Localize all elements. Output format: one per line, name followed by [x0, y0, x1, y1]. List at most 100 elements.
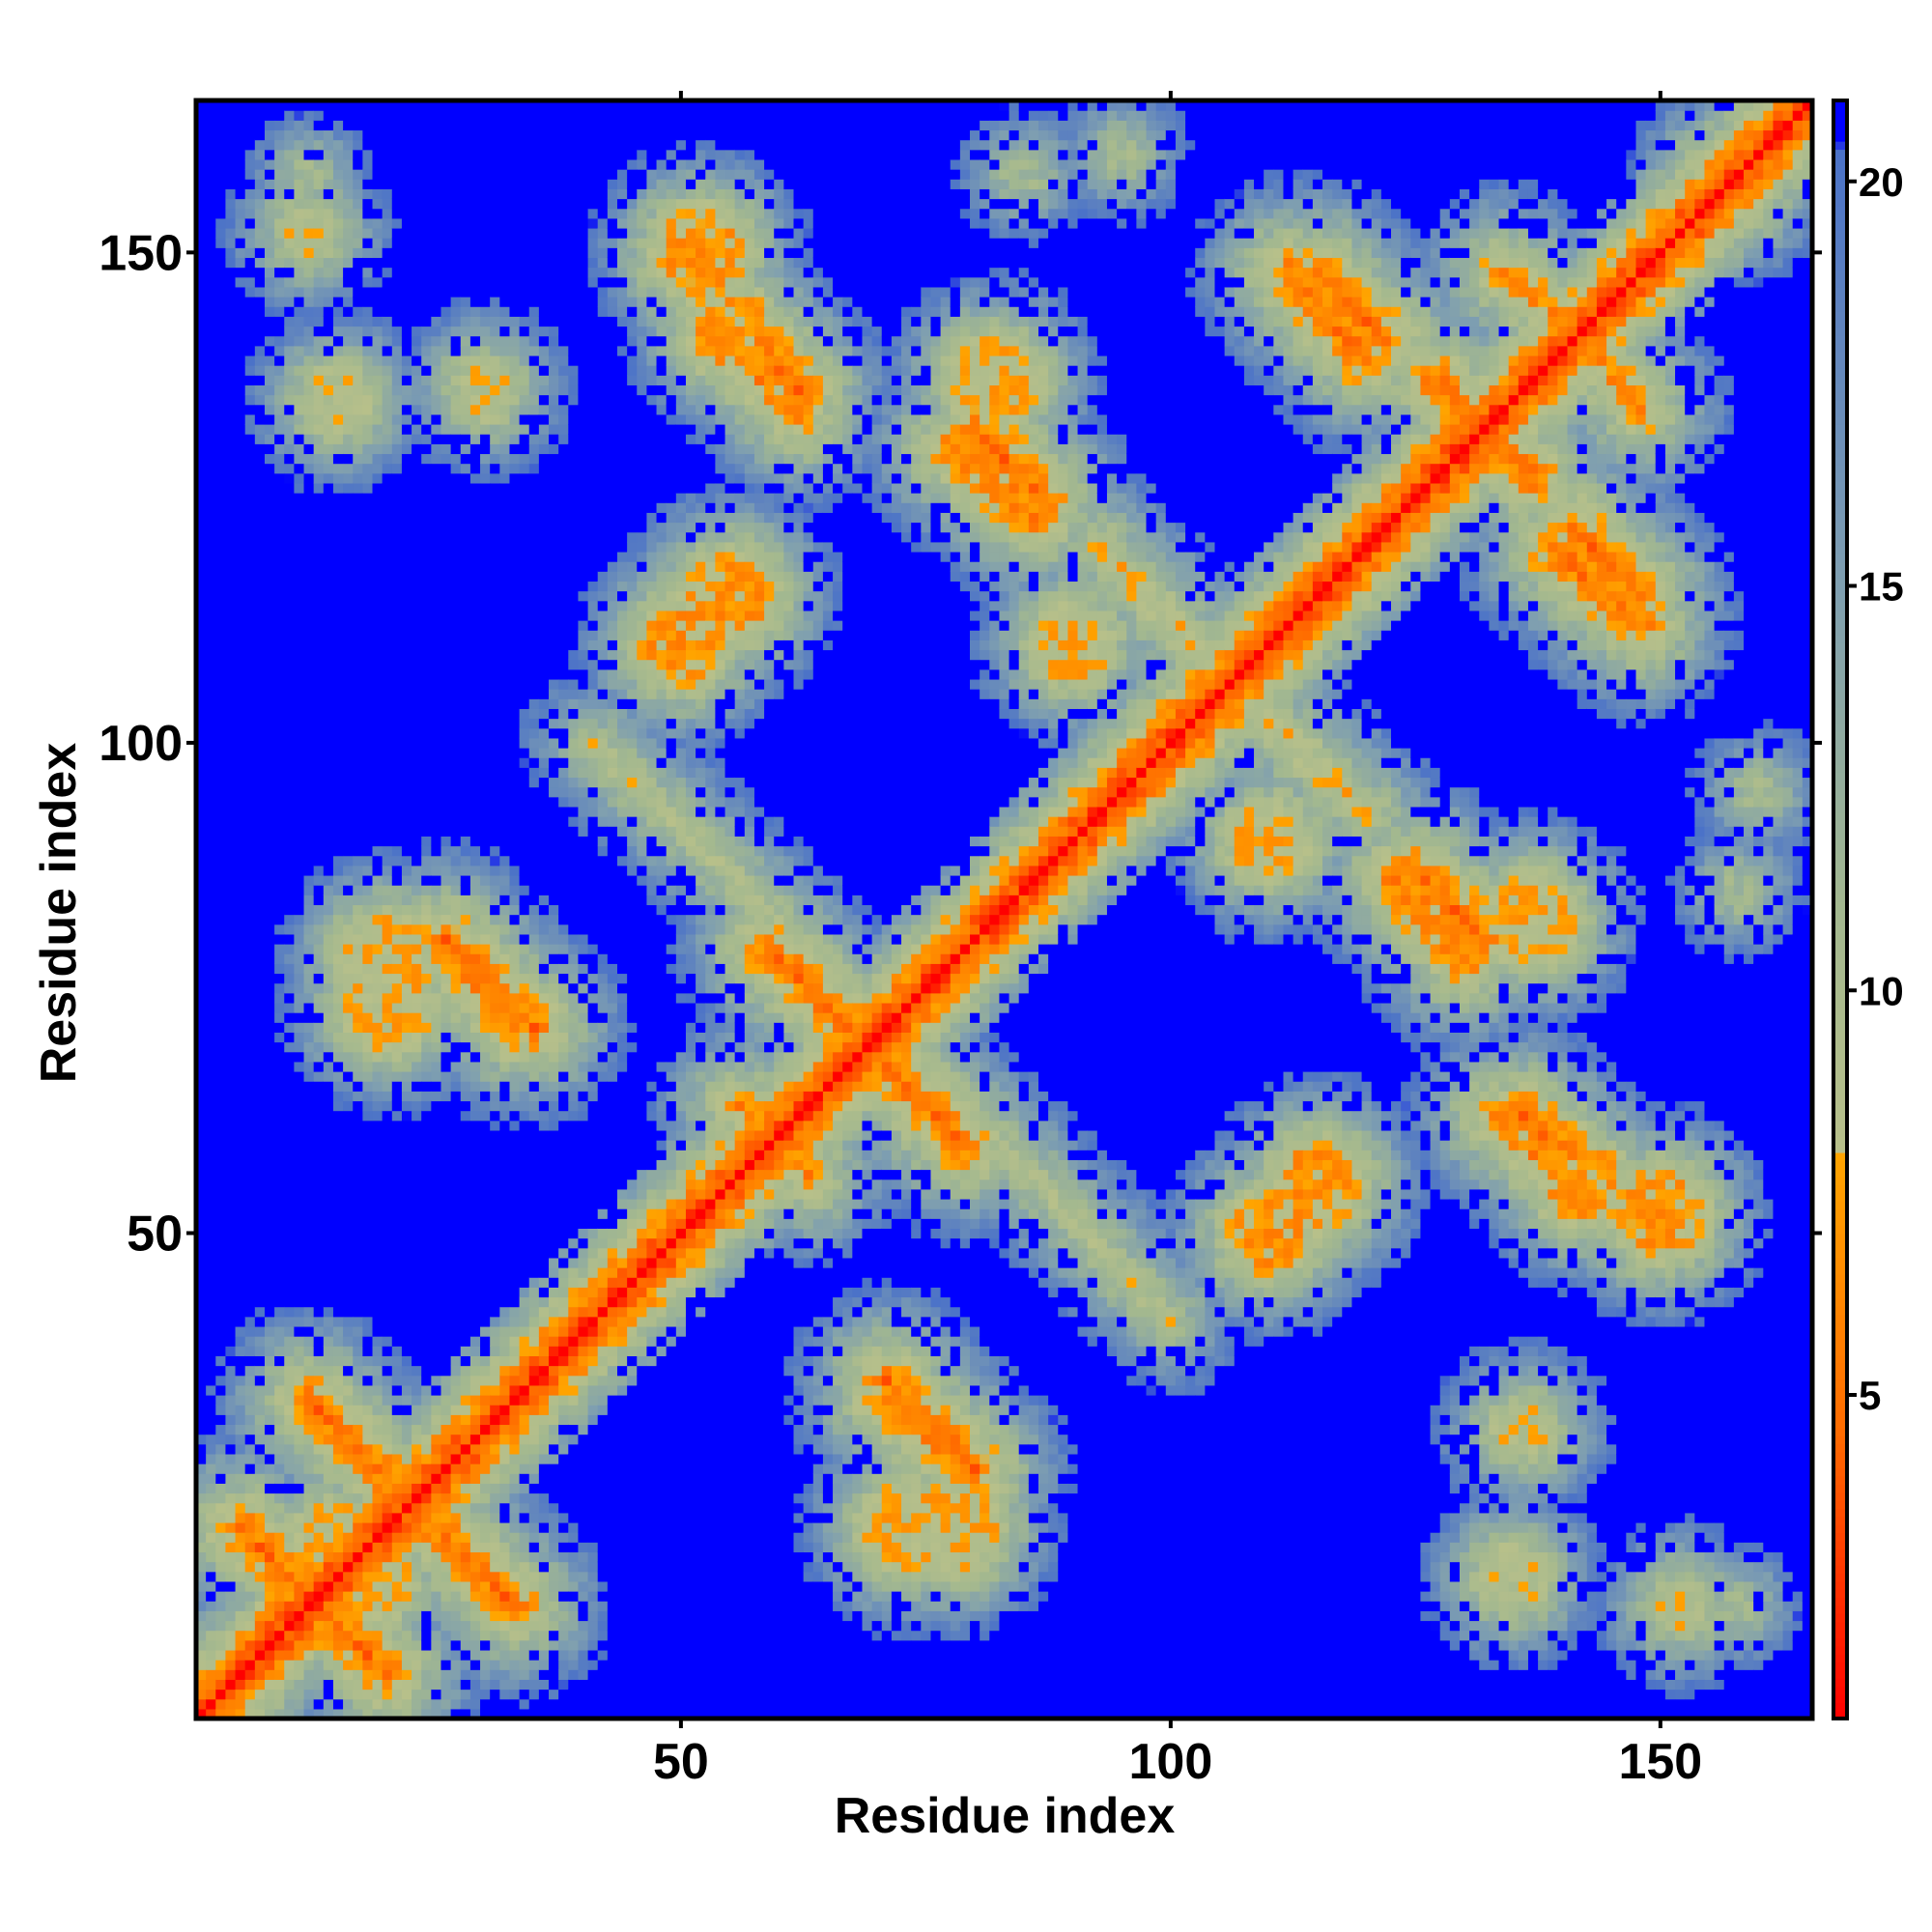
- heatmap-cell: [412, 571, 422, 582]
- heatmap-cell: [353, 1493, 363, 1504]
- heatmap-cell: [421, 1513, 432, 1523]
- heatmap-cell: [206, 1551, 216, 1562]
- heatmap-cell: [353, 1669, 363, 1680]
- heatmap-cell: [333, 473, 344, 484]
- heatmap-cell: [461, 346, 471, 356]
- heatmap-cell: [470, 129, 481, 140]
- heatmap-cell: [206, 1032, 216, 1042]
- heatmap-cell: [333, 1572, 344, 1582]
- heatmap-cell: [343, 748, 354, 758]
- heatmap-cell: [480, 453, 491, 464]
- heatmap-cell: [333, 218, 344, 229]
- heatmap-cell: [412, 611, 422, 621]
- heatmap-cell: [402, 414, 412, 425]
- heatmap-cell: [402, 1395, 412, 1406]
- heatmap-cell: [215, 630, 226, 640]
- heatmap-cell: [383, 1111, 393, 1122]
- heatmap-cell: [461, 434, 471, 444]
- heatmap-cell: [480, 1503, 491, 1514]
- heatmap-cell: [324, 1551, 334, 1562]
- heatmap-cell: [314, 523, 325, 533]
- heatmap-cell: [431, 1111, 441, 1122]
- heatmap-cell: [314, 443, 325, 454]
- heatmap-cell: [480, 1150, 491, 1160]
- heatmap-cell: [284, 1296, 295, 1307]
- heatmap-cell: [236, 924, 246, 935]
- heatmap-cell: [314, 708, 325, 719]
- heatmap-cell: [324, 1395, 334, 1406]
- heatmap-cell: [490, 1631, 500, 1641]
- heatmap-cell: [255, 1081, 266, 1092]
- heatmap-cell: [284, 277, 295, 288]
- heatmap-cell: [343, 326, 354, 336]
- heatmap-cell: [402, 591, 412, 602]
- heatmap-cell: [304, 669, 315, 680]
- heatmap-cell: [314, 698, 325, 709]
- heatmap-cell: [373, 1669, 384, 1680]
- heatmap-cell: [255, 1208, 266, 1219]
- heatmap-cell: [314, 464, 325, 474]
- heatmap-cell: [225, 336, 236, 347]
- heatmap-cell: [304, 1179, 315, 1190]
- heatmap-cell: [421, 1551, 432, 1562]
- heatmap-cell: [480, 767, 491, 778]
- heatmap-cell: [412, 836, 422, 846]
- heatmap-cell: [451, 1307, 462, 1318]
- heatmap-cell: [470, 561, 481, 572]
- heatmap-cell: [343, 1042, 354, 1053]
- heatmap-cell: [265, 493, 275, 503]
- heatmap-cell: [294, 159, 304, 170]
- heatmap-cell: [383, 424, 393, 435]
- heatmap-cell: [304, 1218, 315, 1229]
- heatmap-cell: [421, 1690, 432, 1700]
- heatmap-cell: [451, 934, 462, 945]
- heatmap-cell: [353, 1610, 363, 1621]
- heatmap-cell: [236, 944, 246, 954]
- heatmap-cell: [480, 129, 491, 140]
- heatmap-cell: [431, 1258, 441, 1268]
- heatmap-cell: [206, 1170, 216, 1180]
- heatmap-cell: [470, 1483, 481, 1493]
- heatmap-cell: [294, 1414, 304, 1425]
- heatmap-cell: [314, 365, 325, 376]
- heatmap-cell: [274, 630, 285, 640]
- heatmap-cell: [412, 473, 422, 484]
- heatmap-cell: [440, 679, 451, 690]
- heatmap-cell: [412, 1228, 422, 1238]
- heatmap-cell: [440, 1483, 451, 1493]
- heatmap-cell: [284, 1532, 295, 1543]
- heatmap-cell: [343, 738, 354, 749]
- heatmap-cell: [274, 532, 285, 543]
- heatmap-cell: [461, 875, 471, 886]
- heatmap-cell: [421, 1483, 432, 1493]
- heatmap-cell: [431, 787, 441, 798]
- heatmap-cell: [333, 1493, 344, 1504]
- heatmap-cell: [383, 649, 393, 660]
- heatmap-cell: [314, 375, 325, 385]
- heatmap-cell: [265, 581, 275, 591]
- heatmap-cell: [480, 1513, 491, 1523]
- heatmap-cell: [362, 1150, 373, 1160]
- heatmap-cell: [265, 1326, 275, 1337]
- heatmap-cell: [451, 708, 462, 719]
- heatmap-cell: [304, 523, 315, 533]
- heatmap-cell: [314, 1022, 325, 1033]
- heatmap-cell: [412, 1287, 422, 1297]
- heatmap-cell: [324, 1277, 334, 1288]
- heatmap-cell: [353, 1111, 363, 1122]
- heatmap-cell: [402, 915, 412, 925]
- heatmap-cell: [470, 493, 481, 503]
- heatmap-cell: [343, 532, 354, 543]
- heatmap-cell: [245, 493, 256, 503]
- heatmap-cell: [304, 512, 315, 523]
- heatmap-cell: [490, 1690, 500, 1700]
- heatmap-cell: [284, 1405, 295, 1415]
- heatmap-cell: [314, 1287, 325, 1297]
- heatmap-cell: [402, 1296, 412, 1307]
- heatmap-cell: [451, 247, 462, 258]
- heatmap-cell: [421, 1130, 432, 1141]
- heatmap-cell: [402, 1581, 412, 1592]
- heatmap-cell: [383, 836, 393, 846]
- heatmap-cell: [324, 738, 334, 749]
- heatmap-cell: [383, 1199, 393, 1209]
